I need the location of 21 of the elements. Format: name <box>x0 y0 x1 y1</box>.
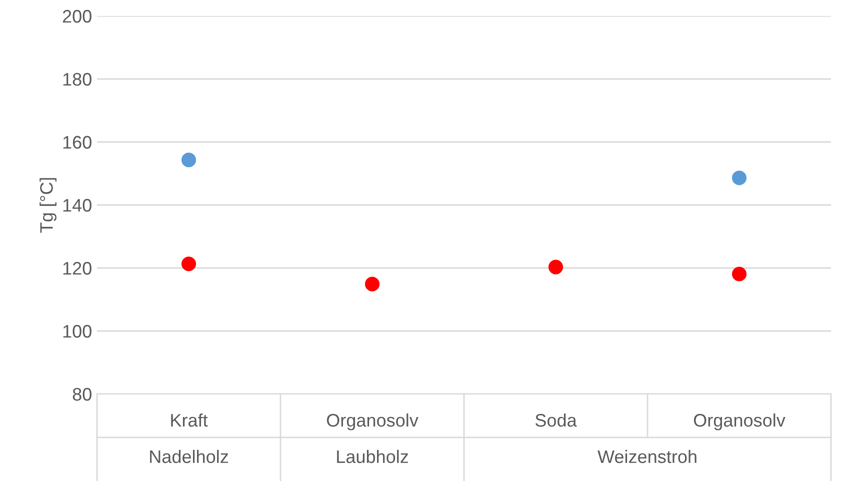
x-tick-label: Kraft <box>171 413 208 427</box>
x-tick-label: Organosolv <box>326 413 418 430</box>
y-tick-label: 160 <box>63 136 92 149</box>
point <box>732 266 747 282</box>
y-tick-label: 100 <box>63 324 92 338</box>
point <box>181 256 196 272</box>
point <box>732 170 747 186</box>
y-axis-title: Tg [°C] <box>40 178 56 233</box>
y-tick-label: 200 <box>62 10 92 23</box>
point <box>548 260 564 274</box>
text: Weizenstroh <box>598 450 696 464</box>
y-tick-label: 80 <box>72 388 92 401</box>
point <box>364 276 380 292</box>
y-tick-label: 180 <box>63 72 92 86</box>
text: Nadelholz <box>150 450 228 464</box>
y-tick-label: 140 <box>63 198 92 212</box>
x-tick-label: Soda <box>535 413 577 427</box>
point <box>181 152 196 168</box>
x-tick-label: Organosolv <box>694 413 786 430</box>
text: Laubholz <box>337 450 408 464</box>
y-tick-label: 120 <box>63 262 92 275</box>
